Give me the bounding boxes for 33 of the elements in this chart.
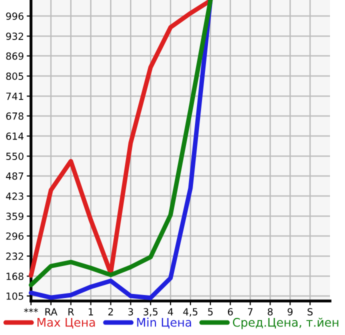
y-tick-label: 805 [6,72,24,80]
legend-label: Сред.Цена, т.йен [232,318,338,330]
x-tick-label: 5 [208,308,213,316]
x-tick-label: *** [24,308,38,313]
x-tick-label: 4,5 [183,308,198,316]
x-tick-label: 3 [128,308,133,316]
y-tick-label: 232 [6,252,24,260]
x-tick-label: R [68,308,74,316]
y-tick-label: 168 [6,272,24,280]
x-tick-label: 4 [168,308,174,316]
x-tick-label: RA [45,308,58,316]
y-tick-label: 550 [6,152,24,160]
x-tick-label: 8 [268,308,273,316]
x-tick-label: 7 [248,308,253,316]
y-tick-label: 996 [6,12,24,20]
x-tick-label: S [308,308,313,316]
x-tick-label: 3,5 [144,308,158,316]
y-tick-label: 359 [6,212,24,220]
legend-label: Min Цена [137,318,192,328]
y-tick-label: 932 [6,32,24,40]
y-tick-label: 296 [6,232,24,240]
y-tick-label: 869 [6,52,24,60]
y-tick-label: 678 [6,112,24,120]
x-tick-label: 9 [288,308,293,316]
x-tick-label: 6 [228,308,233,316]
y-tick-label: 614 [6,132,24,140]
y-tick-label: 487 [6,172,24,180]
y-tick-label: 105 [6,292,24,300]
y-tick-label: 423 [6,192,24,200]
x-tick-label: 1 [88,308,93,316]
y-tick-label: 741 [6,92,24,100]
legend-label: Max Цена [38,318,95,328]
x-tick-label: 2 [108,308,113,316]
